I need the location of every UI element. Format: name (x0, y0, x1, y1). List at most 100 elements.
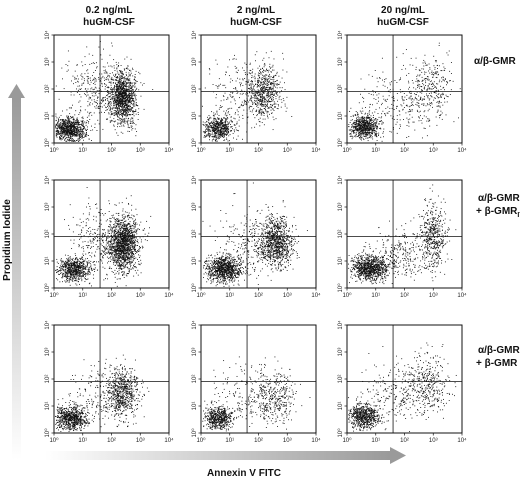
data-point (104, 66, 106, 68)
data-point (119, 87, 121, 89)
data-point (103, 104, 105, 106)
data-point (418, 80, 419, 82)
data-point (379, 127, 381, 129)
data-point (207, 127, 209, 128)
data-point (73, 134, 75, 136)
data-point (73, 127, 74, 129)
data-point (221, 119, 223, 120)
data-point (80, 133, 82, 135)
data-point (212, 84, 214, 85)
data-point (120, 103, 122, 104)
data-point (367, 127, 369, 129)
data-point (214, 128, 216, 129)
data-point (229, 134, 231, 136)
data-point (113, 65, 115, 67)
data-point (105, 79, 107, 81)
data-point (370, 115, 372, 117)
data-point (128, 95, 129, 96)
data-point (138, 71, 140, 73)
data-point (259, 110, 261, 112)
data-point (242, 78, 244, 80)
data-point (114, 95, 116, 97)
data-point (363, 123, 365, 125)
data-point (377, 119, 379, 121)
data-point (63, 131, 65, 133)
data-point (92, 79, 94, 81)
data-point (236, 138, 238, 140)
data-point (106, 118, 108, 120)
data-point (73, 127, 75, 129)
data-point (126, 96, 128, 98)
row-label-1: α/β-GMR (474, 56, 516, 67)
data-point (217, 131, 219, 133)
data-point (120, 84, 122, 86)
data-point (449, 80, 451, 82)
data-point (271, 113, 273, 114)
data-point (421, 68, 423, 70)
data-point (224, 114, 226, 116)
data-point (117, 101, 119, 103)
data-point (82, 128, 84, 130)
data-point (437, 101, 439, 102)
data-point (216, 133, 217, 135)
data-point (252, 97, 254, 99)
data-point (259, 109, 261, 111)
data-point (228, 75, 230, 77)
data-point (107, 105, 108, 107)
data-point (437, 105, 439, 107)
data-point (130, 107, 132, 109)
data-point (87, 77, 89, 79)
data-point (92, 103, 94, 105)
data-point (119, 71, 121, 73)
data-point (357, 124, 359, 126)
data-point (423, 115, 425, 117)
data-point (424, 80, 426, 82)
data-point (263, 98, 265, 100)
data-point (125, 101, 127, 103)
data-point (263, 83, 265, 85)
data-point (238, 130, 239, 132)
data-point (208, 133, 210, 135)
data-point (94, 127, 96, 128)
data-point (70, 138, 72, 140)
data-point (439, 79, 441, 81)
data-point (382, 131, 384, 133)
data-point (77, 126, 79, 128)
data-point (115, 92, 117, 93)
data-point (248, 107, 250, 108)
data-point (68, 119, 70, 120)
data-point (374, 131, 376, 133)
data-point (362, 117, 364, 119)
data-point (214, 139, 216, 141)
data-point (118, 87, 120, 89)
data-point (252, 86, 254, 88)
data-point (88, 78, 90, 80)
data-point (123, 92, 125, 94)
data-point (242, 114, 244, 116)
data-point (361, 127, 363, 129)
data-point (368, 117, 370, 119)
data-point (213, 126, 215, 128)
data-point (64, 132, 66, 134)
data-point (357, 122, 359, 124)
data-point (380, 120, 382, 122)
data-point (221, 123, 223, 125)
data-point (127, 106, 129, 107)
data-point (95, 62, 97, 64)
data-point (435, 76, 437, 78)
data-point (365, 121, 367, 123)
data-point (408, 73, 410, 74)
data-point (268, 75, 270, 77)
data-point (234, 131, 236, 133)
data-point (121, 122, 123, 124)
data-point (81, 75, 83, 77)
data-point (127, 100, 129, 102)
data-point (427, 85, 429, 87)
data-point (83, 133, 85, 135)
data-point (360, 124, 362, 126)
data-point (258, 120, 260, 122)
data-point (119, 105, 121, 107)
data-point (230, 95, 232, 97)
data-point (114, 97, 115, 99)
